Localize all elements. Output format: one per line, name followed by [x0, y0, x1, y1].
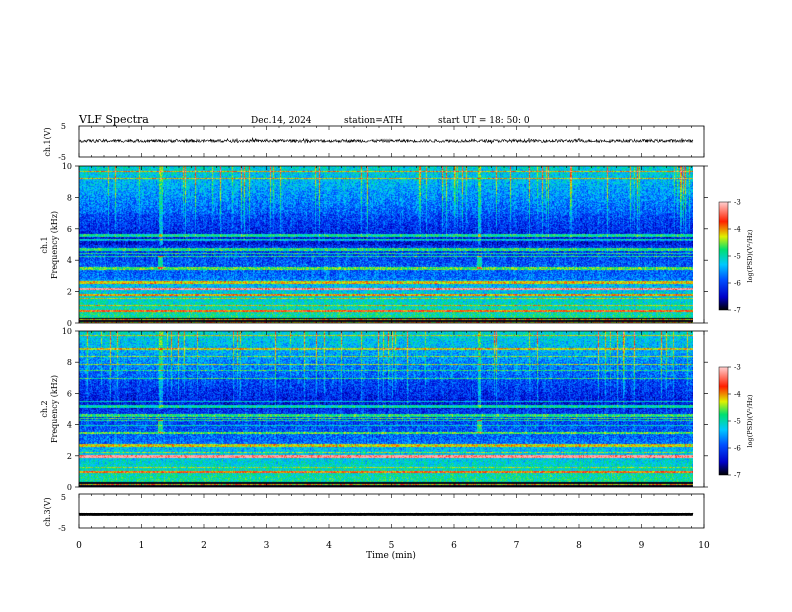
- ch2-colorbar-tick-label: -3: [734, 364, 741, 372]
- time-tick-label: 0: [76, 541, 82, 551]
- ch2-colorbar-ticks: -3 -4 -5 -6 -7: [728, 364, 741, 480]
- ch2-spectrogram-channel-label: ch.2: [40, 400, 49, 417]
- ch2-ytick-label: 4: [67, 421, 72, 430]
- ch1-frequency-ticks: 0 2 4 6 8 10: [62, 162, 708, 328]
- ch2-colorbar-tick-label: -4: [734, 391, 741, 399]
- ch1-waveform-trace: [78, 137, 694, 144]
- figure-title: VLF Spectra: [78, 113, 149, 126]
- ch2-ytick-label: 2: [67, 452, 72, 461]
- ch1-ytick-label: 0: [67, 319, 72, 328]
- ch1-colorbar-ticks: -3 -4 -5 -6 -7: [728, 199, 741, 315]
- ch1-colorbar-tick-label: -7: [734, 307, 741, 315]
- time-tick-label: 10: [698, 541, 710, 551]
- ch1-spectrogram-panel: 0 2 4 6 8 10 ch.1 Frequency (kHz): [40, 162, 708, 328]
- ch3-waveform-ylabel: ch.3(V): [43, 497, 52, 526]
- ch1-colorbar-tick-label: -4: [734, 226, 741, 234]
- ch2-spectrogram-image: [79, 331, 693, 487]
- time-tick-label: 4: [326, 541, 332, 551]
- ch2-frequency-axis-label: Frequency (kHz): [50, 375, 59, 443]
- ch1-frequency-axis-label: Frequency (kHz): [50, 211, 59, 279]
- time-tick-label: 5: [389, 541, 395, 551]
- ch1-spectrogram-raster: [79, 166, 693, 323]
- ch1-ytick-label: 10: [62, 162, 72, 171]
- ch2-ytick-label: 10: [62, 327, 72, 336]
- ch2-ytick-label: 8: [67, 358, 72, 367]
- ch2-colorbar-gradient: [718, 366, 729, 476]
- ch1-ytick-label: 4: [67, 256, 72, 265]
- time-axis-label: Time (min): [366, 550, 416, 561]
- station-label: station=ATH: [344, 116, 403, 126]
- ch3-waveform-frame: [78, 493, 705, 529]
- time-tick-label: 8: [576, 541, 582, 551]
- ch3-ytick-top: 5: [61, 493, 66, 502]
- time-axis: 0 1 2 3 4 5 6 7 8 9 10: [76, 126, 710, 551]
- ch1-ytick-label: 8: [67, 193, 72, 202]
- time-tick-label: 3: [264, 541, 270, 551]
- ch1-colorbar: -3 -4 -5 -6 -7 log(PSD)(V²/Hz): [718, 199, 754, 315]
- ch2-colorbar-tick-label: -5: [734, 418, 741, 426]
- ch2-colorbar-tick-label: -6: [734, 445, 741, 453]
- ch2-frequency-ticks: 0 2 4 6 8 10: [62, 327, 708, 492]
- ch2-ytick-label: 6: [67, 389, 72, 398]
- ch1-spectrogram-image: [79, 166, 693, 323]
- ch1-ytick-bottom: -5: [58, 153, 66, 162]
- date-label: Dec.14, 2024: [251, 116, 312, 126]
- ch1-waveform-panel: 5 -5 ch.1(V): [43, 122, 705, 162]
- ch2-colorbar-label: log(PSD)(V²/Hz): [746, 394, 754, 447]
- ch3-ytick-bottom: -5: [58, 524, 66, 533]
- ch1-colorbar-tick-label: -6: [734, 280, 741, 288]
- ch3-waveform-panel: 5 -5 ch.3(V): [43, 493, 705, 533]
- ch1-colorbar-tick-label: -5: [734, 253, 741, 261]
- ch1-waveform-line: [78, 137, 694, 144]
- ch1-colorbar-label: log(PSD)(V²/Hz): [746, 229, 754, 282]
- ch1-spectrogram-channel-label: ch.1: [40, 236, 49, 253]
- time-tick-label: 1: [139, 541, 145, 551]
- time-tick-label: 9: [639, 541, 645, 551]
- start-time-label: start UT = 18: 50: 0: [438, 116, 530, 126]
- ch2-spectrogram-panel: 0 2 4 6 8 10 ch.2 Frequency (kHz): [40, 327, 708, 492]
- ch2-colorbar: -3 -4 -5 -6 -7 log(PSD)(V²/Hz): [718, 364, 754, 480]
- ch1-ytick-label: 6: [67, 225, 72, 234]
- ch2-spectrogram-raster: [79, 331, 693, 487]
- ch1-waveform-ylabel: ch.1(V): [43, 127, 52, 156]
- time-tick-label: 7: [514, 541, 520, 551]
- ch1-ytick-top: 5: [61, 122, 66, 131]
- time-tick-label: 6: [451, 541, 457, 551]
- ch1-ytick-label: 2: [67, 288, 72, 297]
- time-tick-label: 2: [201, 541, 207, 551]
- ch2-ytick-label: 0: [67, 483, 72, 492]
- ch1-colorbar-gradient: [718, 201, 729, 311]
- ch1-colorbar-tick-label: -3: [734, 199, 741, 207]
- ch2-colorbar-tick-label: -7: [734, 472, 741, 480]
